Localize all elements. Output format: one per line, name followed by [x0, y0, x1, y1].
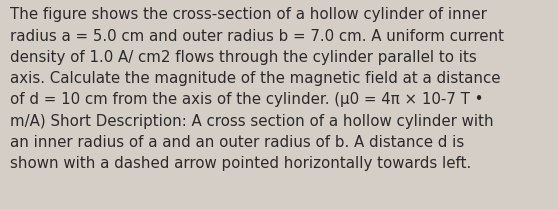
- Text: The figure shows the cross-section of a hollow cylinder of inner
radius a = 5.0 : The figure shows the cross-section of a …: [10, 7, 504, 171]
